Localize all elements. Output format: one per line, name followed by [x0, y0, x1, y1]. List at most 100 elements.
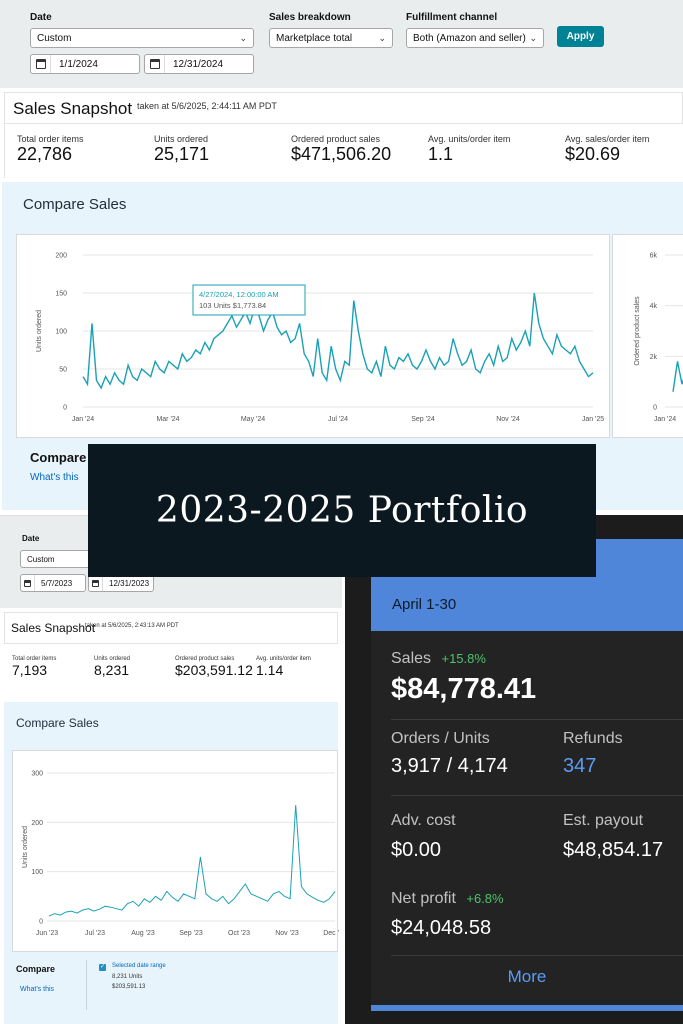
units-chart-panel: 0 100 200 300 Jun '23 Jul '23 Aug '23 Sep '23 Oc…: [12, 750, 342, 952]
whats-this-link[interactable]: What's this: [20, 986, 55, 993]
sales-label: Sales: [391, 650, 432, 667]
fulfillment-channel-label: Fulfillment channel: [406, 12, 498, 23]
x-tick-label: Nov '23: [275, 930, 299, 937]
compare-label: Compare: [16, 964, 56, 974]
snapshot-timestamp: taken at 5/6/2025, 2:43:13 AM PDT: [85, 623, 179, 629]
y-axis-title: Ordered product sales: [634, 296, 641, 366]
apply-button[interactable]: Apply: [557, 26, 604, 47]
metric-value: $471,506.20: [291, 144, 392, 164]
y-tick-label: 200: [31, 820, 43, 827]
end-date-field[interactable]: 12/31/2024: [144, 54, 254, 74]
y-tick-label: 0: [39, 919, 43, 926]
card-bottom-bar: [371, 1005, 683, 1011]
x-tick-label: Oct '23: [228, 930, 250, 937]
x-tick-label: Jul '23: [85, 930, 105, 937]
metric-value: $203,591.12: [175, 662, 253, 678]
metric-label: Avg. sales/order item: [565, 134, 650, 144]
sales-breakdown-select[interactable]: Marketplace total ⌄: [269, 28, 393, 48]
metric-label: Ordered product sales: [175, 656, 235, 662]
fulfillment-channel-value: Both (Amazon and seller): [413, 32, 526, 44]
date-label: Date: [30, 12, 52, 23]
y-tick-label: 2k: [650, 354, 658, 361]
metric-ordered-product-sales: Ordered product sales $203,591.12: [175, 656, 253, 678]
metric-units-ordered: Units ordered 25,171: [154, 134, 209, 165]
x-tick-label: Jun '23: [36, 930, 58, 937]
sales-value: $84,778.41: [391, 673, 537, 705]
compare-sales-title: Compare Sales: [16, 716, 99, 730]
compare-footer-label: Compare: [30, 450, 87, 465]
net-profit-label: Net profit: [391, 890, 456, 907]
net-profit-value: $24,048.58: [391, 917, 492, 939]
bottom-left-sales-report: Date Custom 5/7/2023 12/31/2023 Sales Sn…: [0, 515, 342, 1024]
metric-total-order-items: Total order items 7,193: [12, 656, 56, 678]
metric-avg-units-per-order-item: Avg. units/order item 1.14: [256, 656, 311, 678]
snapshot-header: Sales Snapshot taken at 5/6/2025, 2:43:1…: [4, 612, 338, 644]
sales-block: Sales +15.8%: [391, 650, 486, 668]
divider: [391, 719, 683, 720]
y-tick-label: 4k: [650, 303, 658, 310]
x-tick-label: Aug '23: [131, 930, 155, 937]
chevron-down-icon: ⌄: [239, 32, 247, 43]
adv-cost-label: Adv. cost: [391, 812, 456, 829]
y-tick-label: 6k: [650, 253, 658, 260]
compare-sales-title: Compare Sales: [23, 196, 127, 213]
calendar-icon: [31, 55, 51, 73]
more-link[interactable]: More: [507, 967, 547, 986]
metric-value: 25,171: [154, 144, 210, 164]
refunds-link[interactable]: 347: [563, 755, 597, 777]
date-preset-select[interactable]: Custom ⌄: [30, 28, 254, 48]
fulfillment-channel-select[interactable]: Both (Amazon and seller) ⌄: [406, 28, 544, 48]
x-tick-label: Sep '23: [179, 930, 203, 937]
metric-label: Ordered product sales: [291, 134, 381, 144]
units-ordered-chart: 0 100 200 300 Jun '23 Jul '23 Aug '23 Sep '23 Oc…: [22, 771, 342, 938]
snapshot-metrics: Total order items 7,193 Units ordered 8,…: [4, 646, 338, 698]
tooltip-detail: 103 Units $1,773.84: [199, 301, 266, 310]
metric-value: 7,193: [12, 662, 48, 678]
y-tick-label: 300: [31, 771, 43, 778]
selected-range-legend: ✓ Selected date range 8,231 Units $203,5…: [86, 960, 178, 1010]
selected-range-units: 8,231 Units: [112, 974, 143, 980]
metric-label: Units ordered: [94, 656, 131, 662]
y-axis-title: Units ordered: [36, 310, 43, 352]
y-tick-label: 50: [59, 367, 67, 374]
start-date-field[interactable]: 5/7/2023: [20, 574, 86, 592]
metric-units-ordered: Units ordered 8,231: [94, 656, 130, 678]
end-date-value: 12/31/2023: [109, 578, 150, 588]
metric-ordered-product-sales: Ordered product sales $471,506.20: [291, 134, 391, 165]
x-tick-label: Nov '24: [496, 416, 520, 423]
date-label: Date: [22, 534, 40, 543]
start-date-value: 5/7/2023: [41, 578, 73, 588]
period-label: April 1-30: [392, 596, 457, 613]
snapshot-timestamp: taken at 5/6/2025, 2:44:11 AM PDT: [137, 101, 277, 111]
y-tick-label: 200: [55, 253, 67, 260]
calendar-icon: [89, 575, 103, 591]
series-line: [82, 292, 594, 390]
x-tick-label: May '24: [241, 416, 265, 423]
metric-value: 22,786: [17, 144, 73, 164]
metric-label: Avg. units/order item: [256, 656, 311, 662]
sales-breakdown-label: Sales breakdown: [269, 12, 351, 23]
period-summary-card: April 1-30 Sales +15.8% $84,778.41 Order…: [371, 539, 683, 1011]
start-date-value: 1/1/2024: [59, 58, 98, 70]
compare-sales-section: Compare Sales 0 100 200 300 Jun '23 Jul '23 Au…: [4, 702, 342, 1024]
date-preset-value: Custom: [27, 554, 55, 564]
units-chart-panel: 0 50 100 150 200 Jan '24 Mar '24 May '24 Jul '24…: [16, 234, 610, 438]
x-tick-label: Mar '24: [156, 416, 179, 423]
checkbox-checked-icon[interactable]: ✓: [99, 964, 106, 971]
ordered-product-sales-chart: 0 2k 4k 6k Jan '24 Ordered product sales: [634, 253, 683, 423]
chevron-down-icon: ⌄: [529, 32, 537, 43]
calendar-icon: [145, 55, 165, 73]
date-preset-value: Custom: [37, 32, 72, 44]
snapshot-header: Sales Snapshot taken at 5/6/2025, 2:44:1…: [4, 92, 683, 124]
orders-units-label: Orders / Units: [391, 730, 490, 747]
chart-tooltip: [192, 284, 306, 316]
chevron-down-icon: ⌄: [378, 32, 386, 43]
x-tick-label: Sep '24: [411, 416, 435, 423]
y-tick-label: 100: [55, 329, 67, 336]
x-tick-label: Jul '24: [328, 416, 348, 423]
sales-breakdown-value: Marketplace total: [276, 32, 353, 44]
snapshot-metrics: Total order items 22,786 Units ordered 2…: [4, 124, 683, 178]
start-date-field[interactable]: 1/1/2024: [30, 54, 140, 74]
whats-this-link[interactable]: What's this: [30, 472, 79, 483]
series-line: [48, 805, 336, 917]
